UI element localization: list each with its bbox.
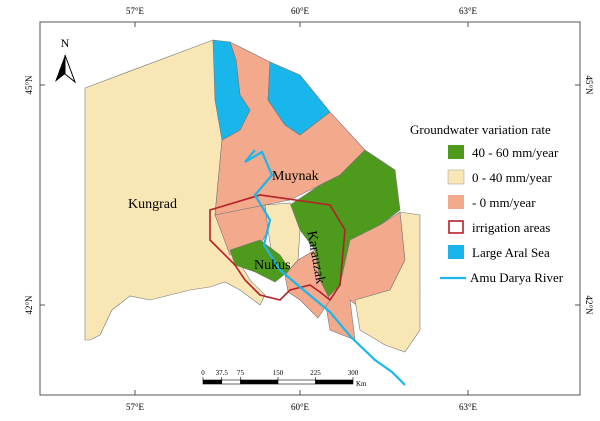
scale-segment bbox=[221, 379, 241, 385]
lat-label: 45°N bbox=[24, 75, 34, 95]
aral-sea-east bbox=[267, 61, 331, 136]
scale-bar: 0 37.5 75 150 225 300 Km bbox=[201, 369, 367, 388]
lat-label: 42°N bbox=[584, 295, 594, 315]
north-label: N bbox=[61, 36, 70, 50]
regions bbox=[84, 39, 421, 353]
place-label: Kungrad bbox=[128, 197, 177, 212]
north-arrow bbox=[55, 55, 65, 82]
scale-segment bbox=[240, 379, 279, 385]
scale-label: 75 bbox=[237, 369, 245, 377]
legend-swatch bbox=[447, 169, 465, 185]
beige-southeast-region bbox=[354, 211, 421, 353]
amu-darya-river bbox=[244, 149, 406, 386]
legend-label: 0 - 40 mm/year bbox=[472, 170, 552, 185]
north-arrow bbox=[64, 54, 77, 84]
lon-label: 60°E bbox=[291, 6, 310, 16]
scale-segment bbox=[315, 379, 354, 385]
place-label: Muynak bbox=[272, 169, 319, 184]
graticule-ticks bbox=[40, 22, 580, 395]
lon-label: 60°E bbox=[291, 402, 310, 412]
lat-label: 45°N bbox=[584, 75, 594, 95]
scale-unit: Km bbox=[356, 380, 367, 388]
lon-label: 63°E bbox=[459, 402, 478, 412]
lon-label: 57°E bbox=[126, 6, 145, 16]
legend-title: Groundwater variation rate bbox=[410, 122, 551, 137]
lon-label: 57°E bbox=[126, 402, 145, 412]
legend-label: Amu Darya River bbox=[470, 270, 564, 285]
lon-label: 63°E bbox=[459, 6, 478, 16]
legend-swatch bbox=[448, 245, 464, 259]
scale-label: 150 bbox=[273, 369, 284, 377]
scale-segment bbox=[277, 379, 316, 385]
irrigation-areas bbox=[209, 194, 346, 302]
legend-label: irrigation areas bbox=[472, 220, 550, 235]
legend-label: - 0 mm/year bbox=[472, 195, 536, 210]
scale-label: 225 bbox=[310, 369, 321, 377]
scale-label: 0 bbox=[201, 369, 205, 377]
legend-label: Large Aral Sea bbox=[472, 245, 550, 260]
legend-swatch bbox=[448, 195, 464, 209]
map-frame bbox=[39, 21, 581, 396]
scale-label: 37.5 bbox=[216, 369, 229, 377]
aral-sea-west bbox=[212, 39, 251, 141]
legend-label: 40 - 60 mm/year bbox=[472, 145, 559, 160]
legend-swatch bbox=[448, 145, 464, 159]
legend-swatch bbox=[448, 220, 464, 234]
scale-label: 300 bbox=[348, 369, 359, 377]
place-label: Nukus bbox=[254, 258, 291, 273]
lat-label: 42°N bbox=[24, 295, 34, 315]
scale-segment bbox=[202, 379, 223, 385]
nukus-region bbox=[229, 239, 291, 283]
